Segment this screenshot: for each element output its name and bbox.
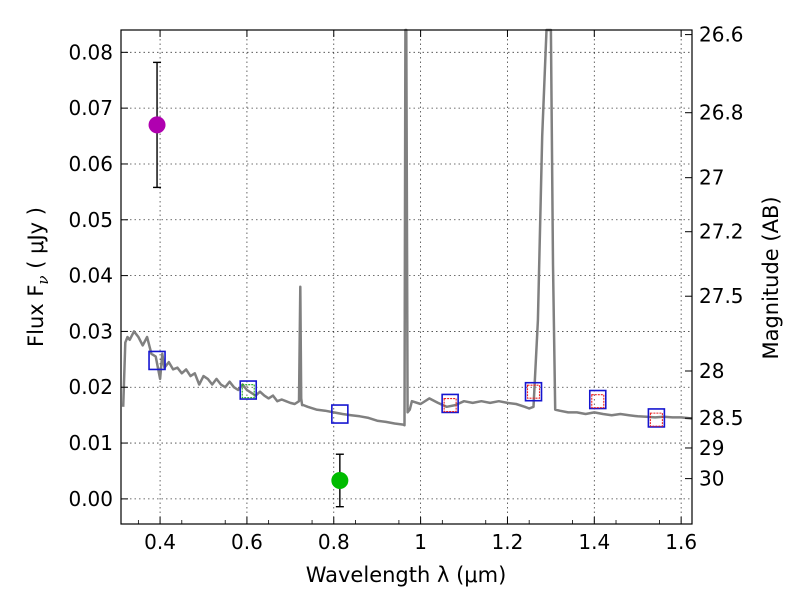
left-axis-label-fnu: ν bbox=[34, 275, 52, 284]
markers-layer bbox=[148, 61, 666, 508]
model-point-square bbox=[239, 380, 258, 400]
x-tick-label: 1.2 bbox=[492, 530, 524, 554]
right-tick-label: 26.6 bbox=[699, 23, 744, 47]
observed-flux-point bbox=[331, 471, 349, 489]
inner-point-square bbox=[241, 384, 255, 399]
inner-point-square bbox=[649, 412, 663, 427]
right-tick-label: 28 bbox=[699, 359, 724, 383]
right-tick-label: 29 bbox=[699, 436, 724, 460]
right-tick-label: 27.5 bbox=[699, 284, 744, 308]
model-point-square bbox=[148, 350, 166, 371]
grid-layer bbox=[121, 30, 692, 524]
right-tick-label: 30 bbox=[699, 467, 724, 491]
y-tick-label: 0.02 bbox=[68, 375, 113, 399]
spectrum-layer bbox=[121, 28, 693, 427]
y-tick-label: 0.05 bbox=[68, 208, 113, 232]
right-tick-label: 26.8 bbox=[699, 101, 744, 125]
y-tick-label: 0.01 bbox=[68, 431, 113, 455]
model-point-square bbox=[441, 393, 459, 414]
x-tick-label: 1.6 bbox=[665, 530, 697, 554]
model-point-square bbox=[647, 408, 666, 428]
x-tick-label: 0.4 bbox=[144, 530, 176, 554]
x-axis-label: Wavelength λ (μm) bbox=[306, 563, 507, 587]
x-tick-label: 1 bbox=[414, 530, 427, 554]
inner-point-square bbox=[591, 394, 605, 409]
right-axis-label: Magnitude (AB) bbox=[759, 196, 783, 359]
left-axis-label: Flux Fν ( μJy ) bbox=[24, 207, 52, 347]
model-point-square bbox=[588, 389, 607, 410]
x-tick-label: 0.8 bbox=[318, 530, 350, 554]
inner-point-square bbox=[526, 384, 541, 399]
spectrum-line bbox=[121, 28, 693, 427]
y-tick-label: 0.03 bbox=[68, 319, 113, 343]
model-point-square bbox=[331, 404, 349, 424]
ticks-layer: 0.4 0.6 0.8 1 1.2 1.4 1.6 0.00 0.01 0.02 0.03 0.04 0… bbox=[68, 23, 743, 554]
x-tick-label: 1.4 bbox=[578, 530, 610, 554]
left-axis-label-text: Flux F bbox=[24, 285, 48, 347]
observed-flux-point bbox=[148, 116, 166, 134]
right-tick-label: 27.2 bbox=[699, 220, 744, 244]
y-tick-label: 0.08 bbox=[68, 40, 113, 64]
inner-point-square bbox=[443, 398, 457, 413]
model-point-square bbox=[524, 381, 543, 402]
y-tick-label: 0.04 bbox=[68, 264, 113, 288]
y-tick-label: 0.06 bbox=[68, 152, 113, 176]
right-tick-label: 28.5 bbox=[699, 406, 744, 430]
plot-frame bbox=[120, 29, 693, 525]
x-tick-label: 0.6 bbox=[231, 530, 263, 554]
left-axis-label-unit: ( μJy ) bbox=[24, 207, 48, 275]
y-tick-label: 0.07 bbox=[68, 96, 113, 120]
right-tick-label: 27 bbox=[699, 166, 724, 190]
y-tick-label: 0.00 bbox=[68, 487, 113, 511]
